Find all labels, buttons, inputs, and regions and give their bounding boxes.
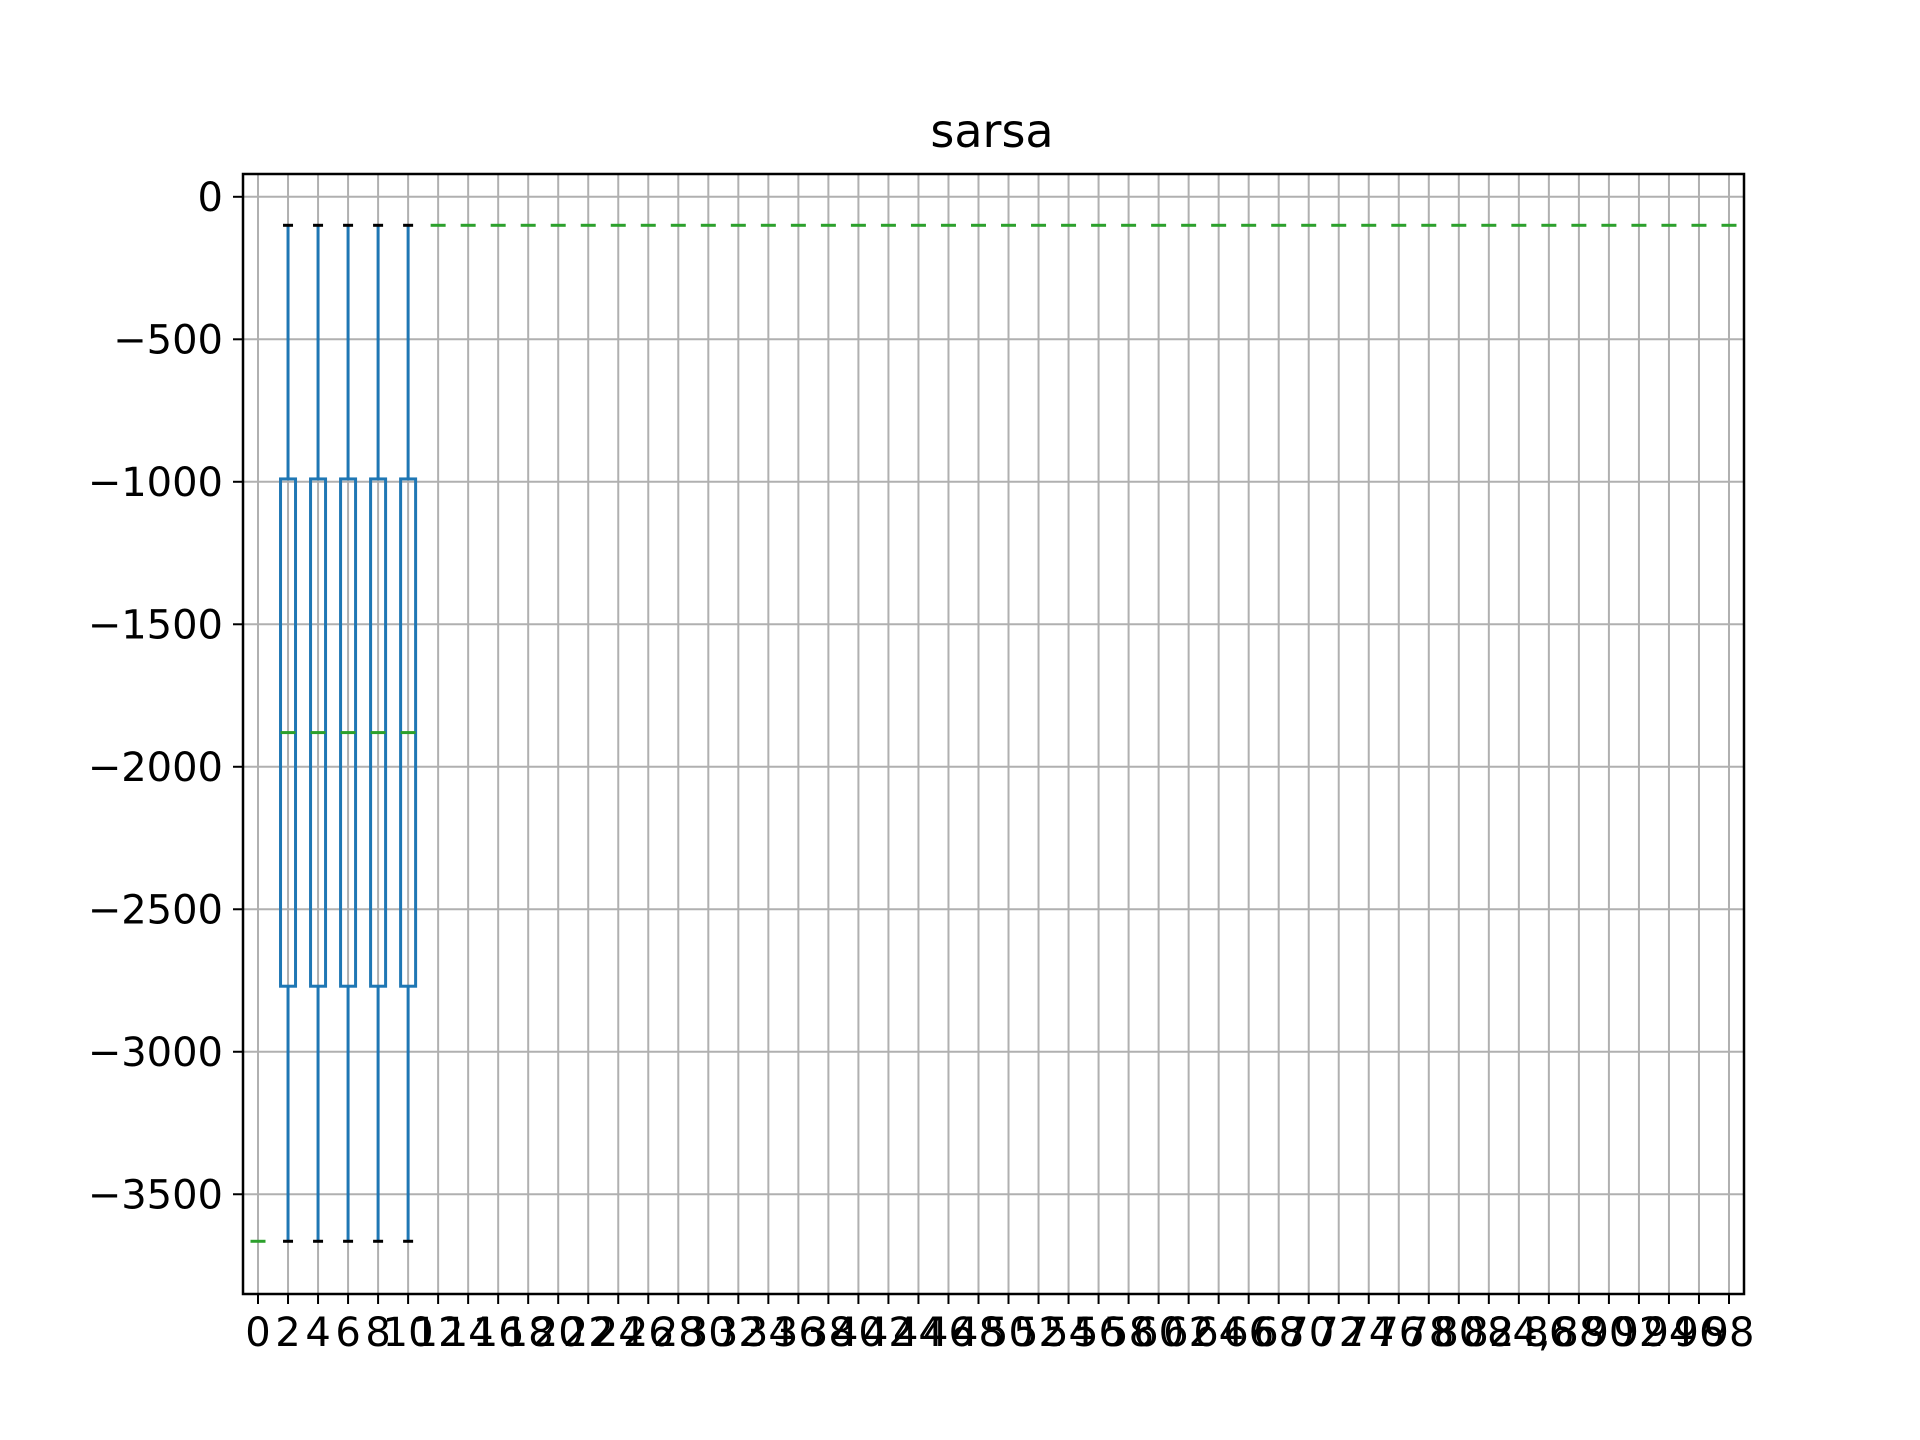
x-tick-label: 4 <box>305 1310 330 1356</box>
x-tick-label: 54 <box>1043 1310 1094 1356</box>
box-group <box>339 223 358 1243</box>
x-tick-label: 84, <box>1487 1310 1551 1356</box>
x-tick-label: 76 <box>1373 1310 1424 1356</box>
x-tick-label: 10 <box>383 1310 434 1356</box>
x-tick-label: 68 <box>1253 1310 1304 1356</box>
x-tick-label: 12 <box>413 1310 464 1356</box>
box-group <box>279 223 298 1243</box>
x-tick-label: 28 <box>653 1310 704 1356</box>
y-tick-label: 0 <box>198 175 223 221</box>
marks-layer <box>250 223 1737 1243</box>
x-tick-label: 94 <box>1643 1310 1694 1356</box>
y-tick-label: −1000 <box>88 460 223 506</box>
y-axis: 0 −500 −1000 −1500 −2000 −2500 −3000 −3500 <box>88 175 243 1218</box>
x-tick-label: 92 <box>1613 1310 1664 1356</box>
x-tick-label: 14 <box>443 1310 494 1356</box>
box-group <box>369 223 388 1243</box>
x-tick-label: 62 <box>1163 1310 1214 1356</box>
x-tick-label: 86 <box>1523 1310 1574 1356</box>
x-tick-label: 78 <box>1403 1310 1454 1356</box>
x-tick-label: 40 <box>833 1310 884 1356</box>
x-tick-label: 22 <box>563 1310 614 1356</box>
x-tick-label: 36 <box>773 1310 824 1356</box>
x-tick-label: 34 <box>743 1310 794 1356</box>
x-tick-label: 70 <box>1283 1310 1334 1356</box>
x-tick-label: 90 <box>1583 1310 1634 1356</box>
x-tick-label: 30 <box>683 1310 734 1356</box>
x-tick-label: 16 <box>473 1310 524 1356</box>
x-tick-label: 46 <box>923 1310 974 1356</box>
x-tick-label: 64 <box>1193 1310 1244 1356</box>
x-tick-label: 66 <box>1223 1310 1274 1356</box>
x-tick-label: 60 <box>1133 1310 1184 1356</box>
x-tick-label: 42 <box>863 1310 914 1356</box>
y-tick-label: −1500 <box>88 602 223 648</box>
x-tick-label: 82 <box>1463 1310 1514 1356</box>
y-tick-label: −2500 <box>88 887 223 933</box>
y-tick-label: −3500 <box>88 1172 223 1218</box>
plot-frame <box>241 172 1746 1296</box>
x-tick-label: 2 <box>275 1310 300 1356</box>
x-tick-label: 44 <box>893 1310 944 1356</box>
x-tick-label: 0 <box>245 1310 270 1356</box>
x-tick-label: 58 <box>1103 1310 1154 1356</box>
x-tick-label: 8 <box>365 1310 390 1356</box>
y-tick-label: −3000 <box>88 1030 223 1076</box>
x-tick-label: 6 <box>335 1310 360 1356</box>
x-tick-label: 50 <box>983 1310 1034 1356</box>
x-tick-label: 38 <box>803 1310 854 1356</box>
box-group <box>399 223 418 1243</box>
x-tick-label: 48 <box>953 1310 1004 1356</box>
x-tick-label: 72 <box>1313 1310 1364 1356</box>
x-tick-label: 74 <box>1343 1310 1394 1356</box>
chart-title: sarsa <box>930 104 1053 158</box>
y-tick-label: −500 <box>113 317 223 363</box>
x-tick-label: 98 <box>1704 1310 1755 1356</box>
x-tick-label: 32 <box>713 1310 764 1356</box>
x-tick-label: 56 <box>1073 1310 1124 1356</box>
x-axis: 0 2 4 6 810121416182022242628303234363840424… <box>245 1294 1754 1356</box>
x-tick-label: 18 <box>503 1310 554 1356</box>
x-tick-label: 20 <box>533 1310 584 1356</box>
x-tick-label: 26 <box>623 1310 674 1356</box>
x-tick-label: 80 <box>1433 1310 1484 1356</box>
box-group <box>309 223 328 1243</box>
y-tick-label: −2000 <box>88 745 223 791</box>
x-tick-label: 96 <box>1674 1310 1725 1356</box>
x-tick-label: 52 <box>1013 1310 1064 1356</box>
x-tick-label: 24 <box>593 1310 644 1356</box>
x-tick-label: 88 <box>1553 1310 1604 1356</box>
